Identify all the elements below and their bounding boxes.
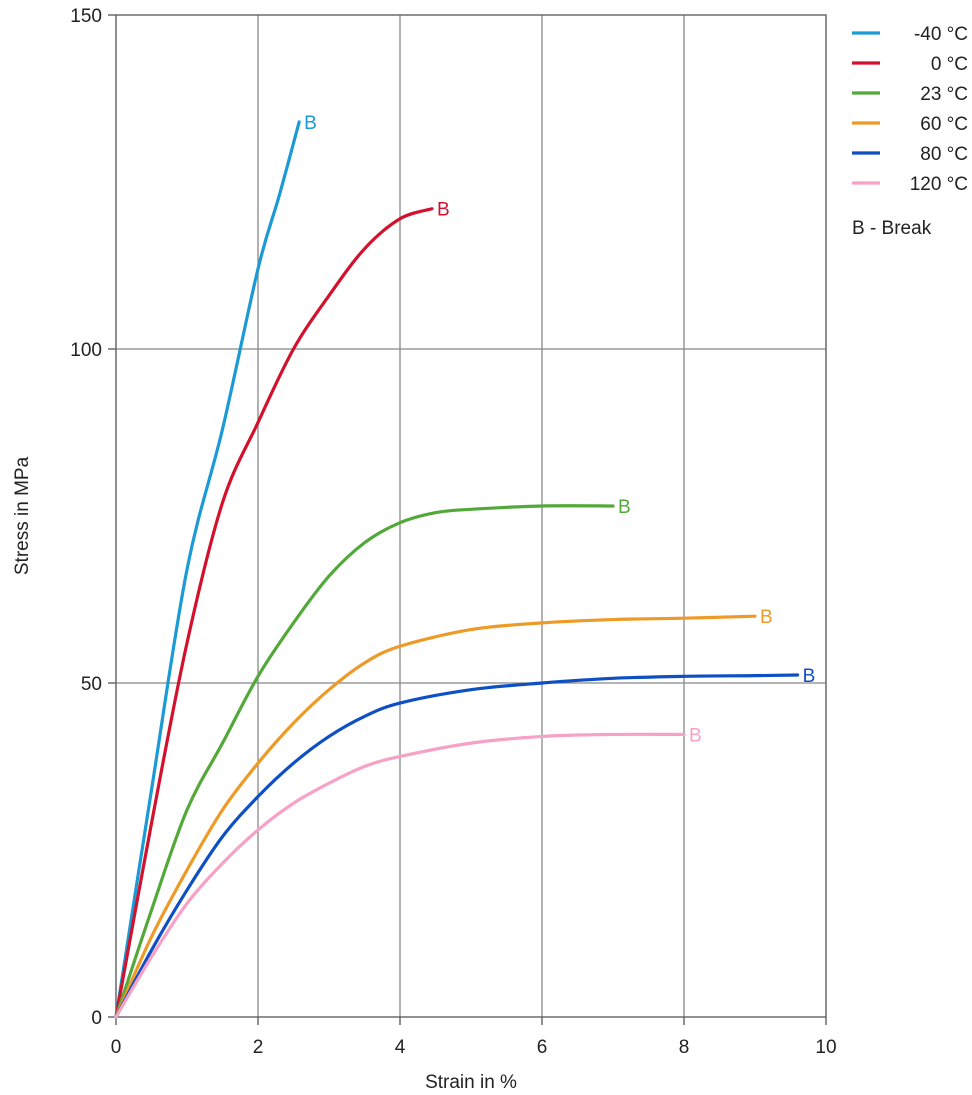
x-tick-label: 8 bbox=[679, 1037, 690, 1058]
plot-frame bbox=[115, 14, 827, 1018]
y-tick-label: 150 bbox=[70, 6, 102, 27]
x-tick-label: 6 bbox=[537, 1037, 548, 1058]
legend-label: 60 °C bbox=[920, 114, 968, 135]
break-label-60c: B bbox=[760, 607, 773, 628]
series-line-60c bbox=[114, 614, 757, 1019]
break-label-0c: B bbox=[437, 200, 450, 221]
x-tick-label: 2 bbox=[253, 1037, 264, 1058]
series-line-23c bbox=[114, 504, 615, 1019]
y-axis-title: Stress in MPa bbox=[12, 456, 33, 575]
y-tick-label: 50 bbox=[81, 674, 102, 695]
x-tick-label: 10 bbox=[815, 1037, 836, 1058]
break-label--40c: B bbox=[304, 113, 317, 134]
x-tick-label: 4 bbox=[395, 1037, 406, 1058]
series-line-120c bbox=[114, 732, 686, 1019]
legend-break-note: B - Break bbox=[852, 218, 932, 239]
series-lines: B B B B B B bbox=[114, 113, 816, 1019]
legend-label: 80 °C bbox=[920, 144, 968, 165]
y-tick-label: 100 bbox=[70, 340, 102, 361]
series-line--40c bbox=[114, 120, 301, 1019]
break-label-120c: B bbox=[689, 725, 702, 746]
break-label-23c: B bbox=[618, 497, 631, 518]
series-line-80c bbox=[114, 673, 800, 1019]
series-line-0c bbox=[114, 207, 434, 1019]
legend-label: 23 °C bbox=[920, 84, 968, 105]
x-axis-title: Strain in % bbox=[425, 1072, 517, 1093]
x-tick-label: 0 bbox=[111, 1037, 122, 1058]
legend: -40 °C 0 °C 23 °C 60 °C 80 °C 120 °C B - Break bbox=[852, 24, 968, 239]
break-label-80c: B bbox=[803, 666, 816, 687]
legend-label: 120 °C bbox=[910, 174, 968, 195]
y-tick-label: 0 bbox=[91, 1008, 102, 1029]
legend-label: -40 °C bbox=[914, 24, 968, 45]
legend-label: 0 °C bbox=[931, 54, 968, 75]
grid bbox=[115, 14, 827, 1018]
